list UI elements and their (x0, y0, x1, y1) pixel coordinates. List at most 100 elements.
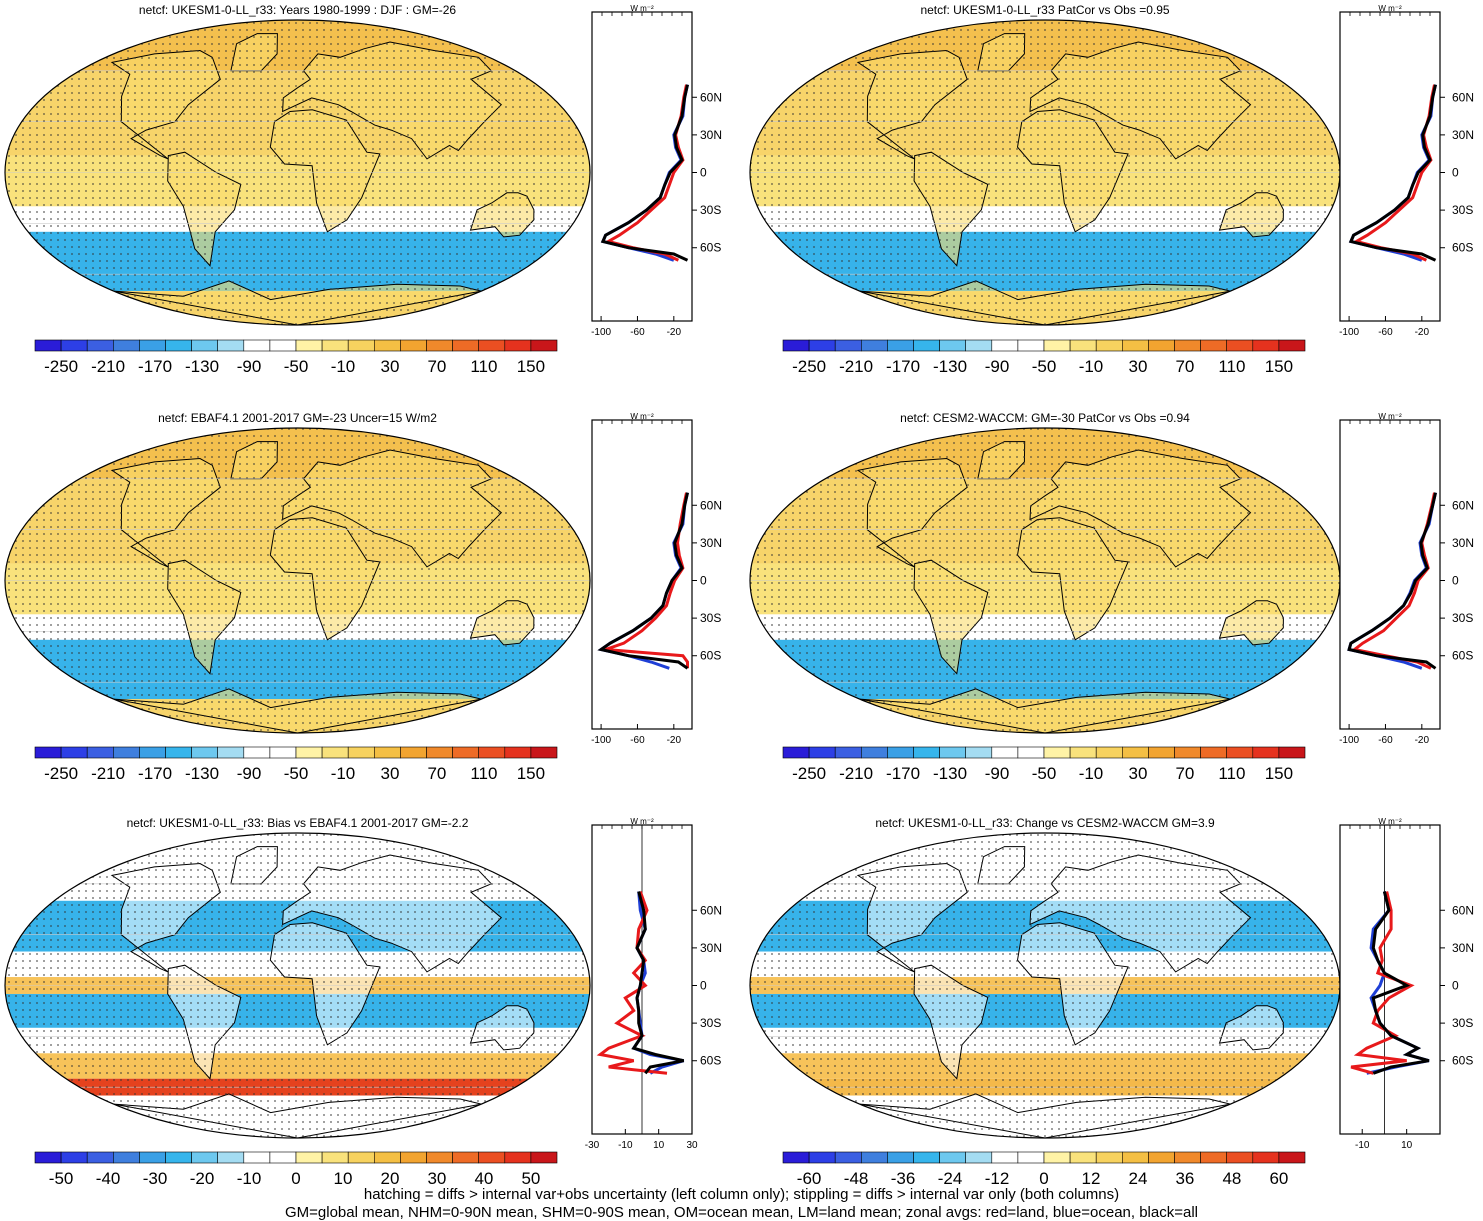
colorbar-label: 0 (291, 1169, 300, 1188)
stippling (5, 833, 590, 1138)
lat-tick-label: 60S (700, 649, 721, 663)
zonal-frame (1339, 824, 1441, 1135)
lat-tick-label: 30N (1452, 536, 1474, 550)
colorbar-label: -10 (1079, 764, 1104, 783)
map-field (750, 428, 1340, 733)
colorbar-label: -210 (839, 357, 873, 376)
colorbar-label: -24 (938, 1169, 963, 1188)
lat-tick-label: 30S (1452, 203, 1473, 217)
colorbar-swatch (373, 339, 401, 352)
x-tick-label: -30 (585, 1140, 600, 1151)
map-border (4, 832, 591, 1139)
colorbar-swatch (530, 746, 558, 759)
lat-tick-label: 30N (700, 536, 722, 550)
colorbar-swatch (860, 339, 888, 352)
colorbar-label: 110 (1218, 764, 1245, 783)
panel-title: netcf: UKESM1-0-LL_r33: Bias vs EBAF4.1 … (127, 816, 469, 830)
colorbar-swatch (991, 1151, 1019, 1164)
colorbar-swatch (452, 339, 480, 352)
panel-title: netcf: CESM2-WACCM: GM=-30 PatCor vs Obs… (900, 411, 1190, 425)
colorbar-swatch (400, 339, 427, 352)
stippling (5, 20, 590, 325)
colorbar-swatch (347, 1151, 375, 1164)
stippling (750, 428, 1340, 733)
colorbar-swatch (426, 1151, 453, 1164)
unit-label: W m⁻² (1378, 4, 1402, 13)
map-field (5, 428, 590, 733)
zonal-mean-panel: W m⁻² 60N 30N 0 30S 60S -30 -10 10 30 (585, 817, 722, 1151)
x-tick-label: -20 (1415, 735, 1430, 746)
colorbar-swatch (1278, 339, 1306, 352)
lat-tick-label: 60N (1452, 90, 1474, 104)
colorbar-label: 110 (470, 357, 497, 376)
lat-tick-label: 30S (1452, 1016, 1473, 1030)
unit-label: W m⁻² (630, 817, 654, 826)
lat-tick-label: 60N (700, 903, 722, 917)
lat-tick-label: 30N (700, 941, 722, 955)
colorbar-swatch (60, 746, 88, 759)
colorbar-swatch (1278, 1151, 1306, 1164)
colorbar-swatch (1174, 1151, 1201, 1164)
colorbar-label: -250 (44, 357, 78, 376)
colorbar-swatch (243, 1151, 271, 1164)
colorbar-label: 10 (334, 1169, 353, 1188)
colorbar-swatch (782, 339, 810, 352)
lat-tick-label: 60N (700, 90, 722, 104)
colorbar-swatch (1122, 1151, 1149, 1164)
panel-3: netcf: EBAF4.1 2001-2017 GM=-23 Uncer=15… (4, 411, 722, 783)
colorbar-swatch (1069, 1151, 1097, 1164)
lat-tick-label: 30N (1452, 128, 1474, 142)
colorbar-label: -250 (792, 764, 826, 783)
colorbar-swatch (504, 339, 532, 352)
lat-tick-label: 30S (700, 203, 721, 217)
colorbar-swatch (808, 746, 836, 759)
colorbar-swatch (1252, 746, 1280, 759)
colorbar-swatch (913, 339, 940, 352)
colorbar-label: -50 (1032, 764, 1057, 783)
map-field (750, 20, 1340, 325)
colorbar-label: 70 (1175, 764, 1194, 783)
colorbar-swatch (86, 1151, 114, 1164)
colorbar-label: 40 (474, 1169, 493, 1188)
colorbar-swatch (1200, 339, 1227, 352)
colorbar-swatch (60, 1151, 88, 1164)
colorbar-swatch (1148, 746, 1175, 759)
colorbar-swatch (165, 1151, 192, 1164)
colorbar-swatch (217, 746, 245, 759)
x-tick-label: 10 (653, 1140, 665, 1151)
colorbar-swatch (1043, 746, 1071, 759)
colorbar-swatch (426, 746, 453, 759)
colorbar-swatch (1122, 339, 1149, 352)
colorbar-label: -170 (886, 764, 920, 783)
colorbar-swatch (1148, 1151, 1175, 1164)
colorbar-swatch (808, 339, 836, 352)
colorbar-swatch (321, 339, 349, 352)
colorbar-swatch (939, 1151, 966, 1164)
zonal-mean-panel: W m⁻² 60N 30N 0 30S 60S -100 -60 -20 (1339, 412, 1474, 746)
colorbar-swatch (113, 339, 140, 352)
zonal-series-all (597, 492, 689, 670)
colorbar-swatch (887, 1151, 914, 1164)
colorbar-label: -50 (1032, 357, 1057, 376)
colorbar-label: -130 (933, 357, 967, 376)
colorbar-swatch (321, 746, 349, 759)
lat-tick-label: 60S (1452, 241, 1473, 255)
zonal-frame (591, 419, 693, 730)
colorbar-swatch (965, 1151, 993, 1164)
colorbar-swatch (1095, 746, 1123, 759)
colorbar-swatch (34, 746, 62, 759)
x-tick-label: -10 (618, 1140, 633, 1151)
colorbar-swatch (321, 1151, 349, 1164)
colorbar-label: 70 (427, 764, 446, 783)
lat-tick-label: 30N (1452, 941, 1474, 955)
colorbar-swatch (887, 339, 914, 352)
colorbar-swatch (139, 339, 166, 352)
colorbar-swatch (191, 1151, 219, 1164)
colorbar-swatch (939, 339, 966, 352)
panel-2: netcf: UKESM1-0-LL_r33 PatCor vs Obs =0.… (749, 3, 1474, 376)
lat-tick-label: 60S (1452, 649, 1473, 663)
colorbar-swatch (139, 1151, 166, 1164)
colorbar-swatch (478, 1151, 506, 1164)
colorbar-swatch (191, 746, 219, 759)
colorbar-swatch (1148, 339, 1175, 352)
